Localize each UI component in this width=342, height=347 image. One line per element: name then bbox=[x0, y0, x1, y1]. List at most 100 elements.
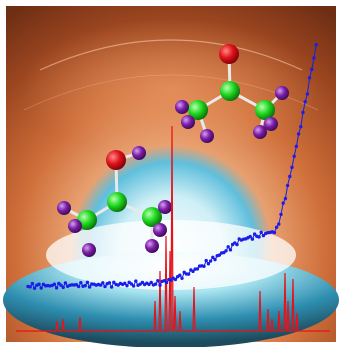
blue-trace-point bbox=[213, 257, 217, 262]
blue-trace-point bbox=[149, 280, 153, 285]
blue-trace-point bbox=[191, 269, 195, 274]
atom-h bbox=[200, 129, 214, 143]
atom-c bbox=[255, 100, 275, 120]
blue-trace-point bbox=[303, 99, 307, 104]
atom-h bbox=[68, 219, 82, 233]
blue-trace-point bbox=[288, 174, 292, 179]
atom-h bbox=[264, 117, 278, 131]
atom-h bbox=[145, 239, 159, 253]
blue-trace-point bbox=[296, 132, 301, 136]
blue-trace-point bbox=[32, 286, 37, 290]
blue-trace-point bbox=[140, 280, 145, 285]
blue-trace-point bbox=[123, 281, 127, 286]
atom-c bbox=[188, 100, 208, 120]
blue-trace-point bbox=[277, 222, 281, 226]
blue-trace-point bbox=[208, 259, 213, 263]
blue-trace-point bbox=[54, 286, 59, 290]
blue-trace-point bbox=[134, 279, 138, 283]
blue-trace-point bbox=[169, 278, 173, 282]
blue-trace-point bbox=[217, 253, 222, 257]
blue-trace-point bbox=[173, 277, 178, 282]
blue-trace-point bbox=[30, 281, 35, 286]
blue-trace-point bbox=[37, 282, 41, 286]
blue-trace-point bbox=[63, 281, 68, 285]
blue-trace-point bbox=[98, 283, 103, 287]
blue-trace-point bbox=[283, 196, 288, 201]
atom-h bbox=[82, 243, 96, 257]
blue-trace-point bbox=[259, 230, 263, 234]
blue-trace-point bbox=[107, 281, 112, 285]
blue-trace-point bbox=[101, 281, 105, 285]
upper-molecule bbox=[175, 44, 289, 143]
blue-trace-point bbox=[125, 283, 129, 288]
blue-trace-point bbox=[147, 282, 151, 287]
dome-rim-highlight bbox=[39, 39, 303, 71]
blue-trace-point bbox=[79, 280, 83, 285]
atom-h bbox=[158, 200, 172, 214]
blue-trace-point bbox=[261, 233, 266, 238]
atom-c bbox=[107, 192, 127, 212]
blue-trace-point bbox=[281, 201, 285, 205]
blue-trace-point bbox=[301, 110, 305, 115]
red-spectrum-trace bbox=[16, 125, 330, 332]
blue-trace-point bbox=[52, 282, 57, 286]
blue-trace-point bbox=[312, 56, 316, 60]
blue-trace-point bbox=[294, 144, 299, 149]
atom-h bbox=[57, 201, 71, 215]
blue-trace-point bbox=[131, 284, 136, 288]
atom-h bbox=[175, 100, 189, 114]
blue-trace-point bbox=[314, 43, 318, 47]
blue-trace-point bbox=[85, 280, 90, 285]
blue-trace-point bbox=[248, 234, 252, 239]
blue-trace-point bbox=[274, 225, 279, 229]
blue-trace-point bbox=[226, 245, 230, 249]
blue-trace-point bbox=[156, 278, 160, 283]
atom-o bbox=[219, 44, 239, 64]
atom-c bbox=[220, 81, 240, 101]
atom-c bbox=[142, 207, 162, 227]
blue-trace-point bbox=[299, 124, 303, 129]
blue-trace-point bbox=[164, 280, 169, 285]
blue-trace-point bbox=[257, 235, 261, 239]
atom-c bbox=[77, 210, 97, 230]
blue-trace-point bbox=[195, 267, 200, 271]
atom-h bbox=[253, 125, 267, 139]
blue-trace-point bbox=[211, 255, 215, 260]
blue-trace-point bbox=[28, 285, 32, 289]
blue-trace-point bbox=[285, 183, 290, 188]
blue-trace-point bbox=[250, 237, 255, 241]
atom-o bbox=[106, 150, 126, 170]
atom-h bbox=[181, 115, 195, 129]
atom-h bbox=[153, 223, 167, 237]
blue-trace-point bbox=[186, 272, 191, 276]
blue-trace-point bbox=[61, 285, 65, 290]
blue-trace-point bbox=[39, 286, 43, 290]
blue-trace-point bbox=[305, 92, 310, 96]
blue-trace-point bbox=[129, 282, 134, 286]
blue-trace-point bbox=[87, 285, 92, 289]
atom-h bbox=[132, 146, 146, 160]
blue-trace-point bbox=[83, 284, 87, 288]
blue-trace-point bbox=[204, 258, 208, 263]
blue-dotted-trace bbox=[26, 43, 318, 290]
blue-trace-point bbox=[103, 284, 107, 289]
blue-trace-point bbox=[178, 273, 182, 277]
blue-trace-point bbox=[109, 285, 114, 289]
blue-trace-point bbox=[252, 232, 257, 236]
blue-trace-point bbox=[224, 249, 228, 253]
dome-glow bbox=[21, 18, 321, 158]
blue-trace-point bbox=[206, 262, 211, 266]
blue-trace-point bbox=[228, 248, 233, 252]
lower-molecule bbox=[57, 146, 172, 257]
blue-trace-point bbox=[292, 154, 296, 158]
blue-trace-point bbox=[59, 283, 63, 287]
blue-trace-point bbox=[290, 165, 294, 170]
blue-trace-point bbox=[153, 282, 158, 286]
blue-trace-point bbox=[235, 242, 239, 247]
blue-trace-point bbox=[310, 67, 314, 72]
blue-trace-point bbox=[307, 76, 312, 80]
blue-trace-point bbox=[158, 283, 162, 287]
blue-trace-point bbox=[180, 276, 184, 280]
blue-trace-point bbox=[112, 280, 116, 285]
